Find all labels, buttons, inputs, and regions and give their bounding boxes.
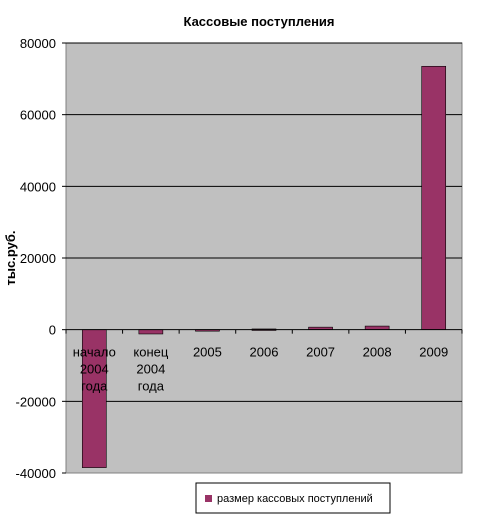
y-tick-label: 40000 bbox=[20, 179, 56, 194]
y-tick-label: -40000 bbox=[16, 466, 56, 481]
y-tick-label: 60000 bbox=[20, 108, 56, 123]
zero-axis bbox=[65, 329, 463, 334]
y-tick-label: 80000 bbox=[20, 36, 56, 51]
y-tick-label: 20000 bbox=[20, 251, 56, 266]
bar bbox=[421, 65, 447, 330]
grid-lines bbox=[66, 42, 462, 402]
category-label: начало 2004 года bbox=[73, 345, 116, 394]
legend: размер кассовых поступлений bbox=[195, 482, 391, 514]
y-tick-label: -20000 bbox=[16, 394, 56, 409]
bar bbox=[138, 329, 164, 335]
category-label: 2007 bbox=[306, 345, 335, 360]
category-labels: начало 2004 года конец 2004 года 2005 2006 2007 2… bbox=[73, 345, 448, 394]
category-label: 2005 bbox=[193, 345, 222, 360]
chart-title: Кассовые поступления bbox=[183, 14, 334, 29]
y-axis-ticks: 80000 60000 40000 20000 0 -20000 -40000 bbox=[16, 36, 66, 481]
legend-box bbox=[195, 482, 391, 514]
y-tick-label: 0 bbox=[49, 323, 56, 338]
category-label: 2006 bbox=[250, 345, 279, 360]
legend-entry: размер кассовых поступлений bbox=[217, 493, 373, 505]
bars bbox=[81, 65, 447, 468]
legend-swatch bbox=[205, 495, 212, 502]
category-label: конец 2004 года bbox=[133, 345, 168, 394]
category-label: 2008 bbox=[363, 345, 392, 360]
category-label: 2009 bbox=[419, 345, 448, 360]
y-axis-label: тыс.руб. bbox=[3, 231, 18, 286]
bar bbox=[364, 325, 390, 330]
